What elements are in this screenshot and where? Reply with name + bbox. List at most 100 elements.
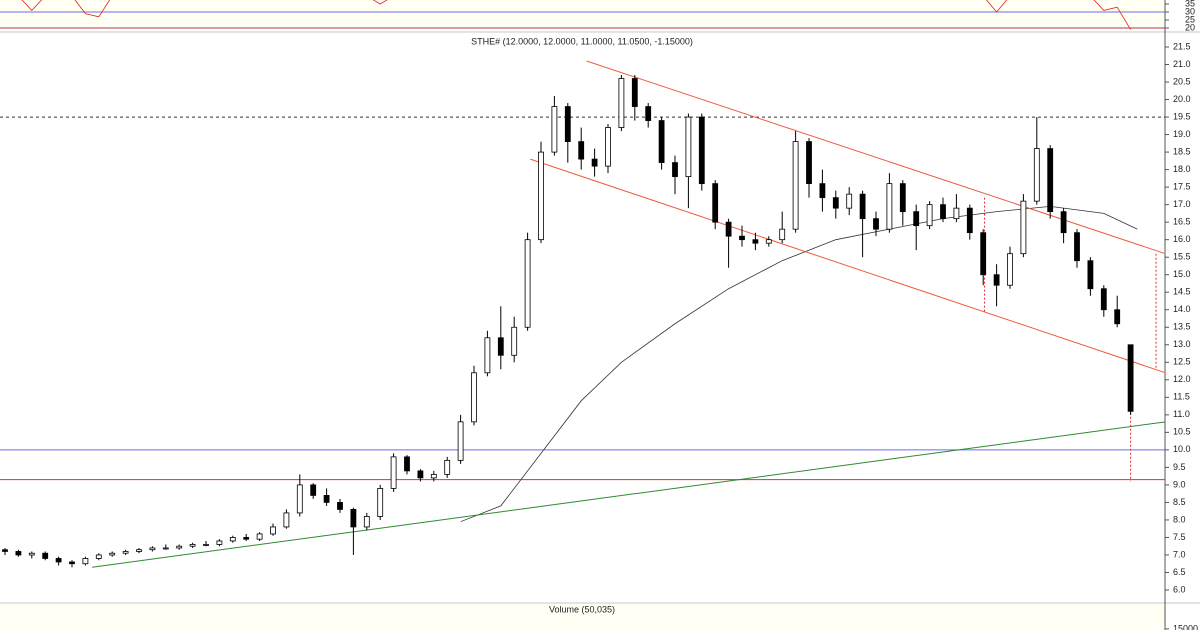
- candle-body: [792, 141, 799, 230]
- candle-body: [1087, 260, 1094, 290]
- y-tick-label: 21.0: [1173, 59, 1191, 69]
- y-tick-label: 17.5: [1173, 182, 1191, 192]
- candle-body: [913, 211, 920, 227]
- candle-body: [712, 183, 719, 223]
- candle-body: [1100, 288, 1107, 311]
- candle-body: [109, 552, 116, 556]
- candle-body: [685, 116, 692, 178]
- y-tick-label: 21.5: [1173, 41, 1191, 51]
- y-tick-label: 19.5: [1173, 111, 1191, 121]
- candle-body: [270, 526, 276, 535]
- y-tick-label: 15.5: [1173, 252, 1191, 262]
- y-tick-label: 9.5: [1173, 462, 1186, 472]
- y-tick-label: 19.0: [1173, 129, 1191, 139]
- candle-body: [1127, 344, 1134, 412]
- y-tick-label: 16.0: [1173, 234, 1191, 244]
- candle-body: [136, 549, 142, 552]
- candle-body: [832, 197, 839, 209]
- candle-body: [645, 106, 652, 121]
- candle-body: [1060, 211, 1067, 234]
- y-tick-label: 17.0: [1173, 199, 1191, 209]
- candle-body: [926, 204, 933, 227]
- y-tick-label: 6.0: [1173, 584, 1186, 594]
- candle-body: [203, 544, 209, 546]
- candle-body: [752, 239, 759, 244]
- candle-body: [42, 552, 49, 559]
- y-tick-label: 20.5: [1173, 76, 1191, 86]
- candle-body: [444, 459, 451, 475]
- y-tick-label: 8.0: [1173, 514, 1186, 524]
- candle-body: [819, 183, 826, 199]
- candle-body: [672, 162, 678, 178]
- candle-body: [538, 151, 544, 241]
- candle-body: [95, 554, 102, 559]
- candle-body: [725, 221, 732, 237]
- y-tick-label: 14.5: [1173, 287, 1191, 297]
- candle-body: [511, 326, 518, 356]
- candle-body: [457, 421, 464, 461]
- candle-body: [377, 488, 384, 517]
- candle-body: [82, 558, 89, 565]
- indicator-tick-label: 30: [1185, 6, 1195, 16]
- y-tick-label: 18.0: [1173, 164, 1191, 174]
- indicator-panel: [0, 0, 1165, 32]
- candle-body: [497, 337, 504, 356]
- candle-body: [350, 509, 357, 528]
- indicator-tick-label: 20: [1185, 22, 1195, 32]
- candle-body: [216, 540, 223, 545]
- candle-body: [899, 183, 906, 213]
- candle-body: [940, 204, 946, 220]
- y-tick-label: 8.5: [1173, 497, 1186, 507]
- candle-body: [739, 235, 745, 241]
- candle-body: [149, 547, 156, 551]
- candle-body: [296, 484, 303, 514]
- candle-body: [779, 228, 786, 241]
- candle-body: [993, 274, 1000, 286]
- trendline: [586, 60, 1166, 255]
- candle-body: [176, 545, 183, 549]
- candle-body: [953, 207, 960, 220]
- y-tick-label: 6.5: [1173, 567, 1186, 577]
- candle-body: [390, 456, 397, 489]
- y-tick-label: 10.5: [1173, 427, 1191, 437]
- y-tick-label: 12.5: [1173, 357, 1191, 367]
- candle-body: [310, 484, 317, 496]
- candle-body: [605, 127, 611, 167]
- y-tick-label: 20.0: [1173, 94, 1191, 104]
- candle-body: [404, 456, 410, 472]
- trendline: [92, 421, 1166, 568]
- candle-body: [873, 218, 879, 230]
- y-tick-label: 11.0: [1173, 409, 1190, 419]
- candle-body: [698, 116, 705, 185]
- candle-body: [323, 495, 330, 503]
- y-tick-label: 10.0: [1173, 444, 1191, 454]
- candle-body: [162, 547, 169, 550]
- candle-body: [524, 239, 531, 328]
- candle-body: [1074, 232, 1080, 262]
- candle-body: [283, 512, 290, 528]
- candle-body: [69, 561, 75, 565]
- y-tick-label: 13.0: [1173, 339, 1191, 349]
- indicator-tick-label: 35: [1185, 0, 1195, 8]
- trendline: [530, 158, 1166, 374]
- candle-body: [658, 120, 665, 164]
- candle-body: [15, 551, 22, 556]
- moving-average: [460, 205, 1138, 523]
- volume-tick-label: 15000: [1173, 623, 1198, 630]
- y-tick-label: 16.5: [1173, 217, 1191, 227]
- y-tick-label: 18.5: [1173, 146, 1191, 156]
- candle-body: [256, 533, 263, 540]
- y-tick-label: 15.0: [1173, 269, 1191, 279]
- candle-body: [886, 183, 893, 230]
- candle-body: [484, 337, 491, 374]
- candle-body: [122, 551, 129, 554]
- candle-body: [966, 207, 973, 234]
- candle-body: [631, 78, 638, 107]
- candle-body: [551, 106, 558, 153]
- candle-body: [337, 502, 343, 510]
- candle-body: [189, 544, 196, 547]
- candle-body: [564, 106, 571, 142]
- candle-body: [1033, 148, 1040, 202]
